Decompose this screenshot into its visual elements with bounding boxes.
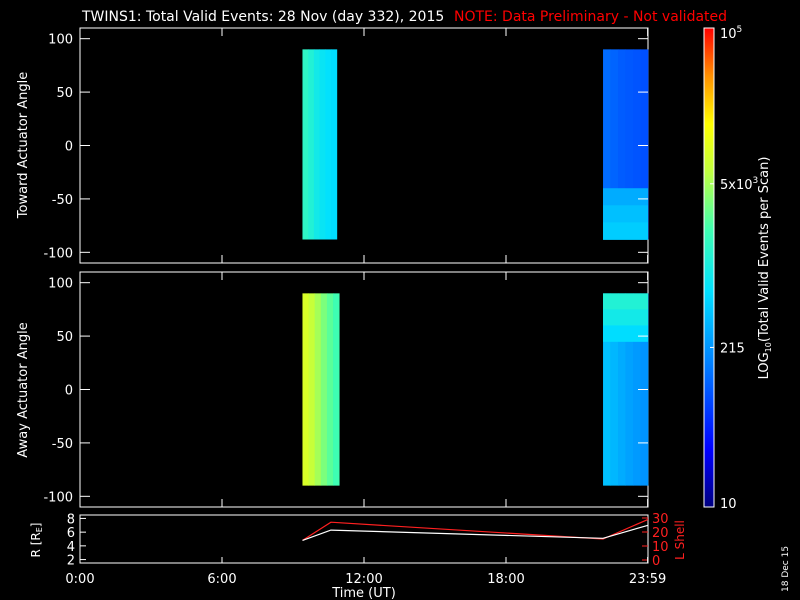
away-ytick-label: 100 xyxy=(48,277,73,292)
toward-block2-column-1 xyxy=(603,49,611,240)
lshell-ytick-label: 30 xyxy=(652,512,669,527)
toward-ytick-label: -50 xyxy=(52,193,73,208)
toward-block2-low-band-1 xyxy=(603,188,648,206)
away-panel: -100 -50 0 50 100 Away Actuator Angle xyxy=(16,271,649,508)
away-ytick-label: -50 xyxy=(52,437,73,452)
away-block2-column-1 xyxy=(603,293,611,486)
r-ytick-label: 2 xyxy=(67,554,75,569)
lshell-ytick-label: 0 xyxy=(652,554,660,569)
toward-block2-column-4 xyxy=(625,49,634,240)
toward-ytick-label: 100 xyxy=(48,33,73,48)
toward-panel: -100 -50 0 50 100 Toward Actuator Angle xyxy=(16,27,649,264)
away-ytick-label: 50 xyxy=(56,330,73,345)
toward-block1-column-4 xyxy=(319,49,326,240)
colorbar-tick-label: 5x103 xyxy=(720,176,758,193)
toward-block1-column-6 xyxy=(331,49,338,240)
toward-ytick-label: 50 xyxy=(56,86,73,101)
lshell-axis-label: L Shell xyxy=(673,520,687,560)
colorbar-ticks: 10 215 5x103 105 xyxy=(710,25,758,512)
away-heatmap xyxy=(302,293,649,486)
lshell-series-line xyxy=(302,518,649,541)
away-block2-column-2 xyxy=(610,293,619,486)
toward-block1-column-5 xyxy=(325,49,332,240)
colorbar: 10 215 5x103 105 LOG10(Total Valid Events p… xyxy=(703,25,773,512)
away-block2-top-band-1 xyxy=(603,293,648,310)
r-ytick-label: 4 xyxy=(67,540,75,555)
toward-ytick-label: -100 xyxy=(43,246,73,261)
toward-block2-column-3 xyxy=(618,49,626,240)
toward-block2-low-band-3 xyxy=(603,222,648,240)
away-block1-column-2 xyxy=(308,293,316,486)
away-block2-column-4 xyxy=(625,293,634,486)
toward-y-axis-label: Toward Actuator Angle xyxy=(16,72,31,219)
toward-block2-column-5 xyxy=(633,49,641,240)
lshell-ytick-label: 20 xyxy=(652,526,669,541)
away-block2-top-band-2 xyxy=(603,309,648,326)
away-block1-column-3 xyxy=(314,293,322,486)
away-ytick-label: 0 xyxy=(65,384,73,399)
toward-block1-column-2 xyxy=(308,49,315,240)
away-block1-column-5 xyxy=(326,293,334,486)
away-block2-top-band-3 xyxy=(603,325,648,342)
preliminary-note: NOTE: Data Preliminary - Not validated xyxy=(454,9,727,25)
away-block2-column-3 xyxy=(618,293,626,486)
away-y-axis: -100 -50 0 50 100 xyxy=(43,272,649,507)
toward-heatmap xyxy=(302,49,649,240)
x-axis-label: Time (UT) xyxy=(331,586,396,600)
colorbar-gradient xyxy=(703,27,715,508)
r-ytick-label: 8 xyxy=(67,512,75,527)
time-axis: 0:00 6:00 12:00 18:00 23:59 xyxy=(65,557,666,587)
time-xtick-label: 18:00 xyxy=(487,572,524,587)
toward-plot-frame xyxy=(79,27,649,264)
time-xtick-label: 0:00 xyxy=(65,572,94,587)
date-stamp: 18 Dec 15 xyxy=(781,546,791,592)
toward-ytick-label: 0 xyxy=(65,140,73,155)
colorbar-tick-label: 215 xyxy=(720,341,745,356)
toward-block1-column-1 xyxy=(302,49,309,240)
colorbar-tick-label: 105 xyxy=(720,25,742,42)
r-axis-label: R [RE] xyxy=(29,523,44,558)
r-ytick-label: 6 xyxy=(67,526,75,541)
time-xtick-label: 6:00 xyxy=(207,572,236,587)
time-xtick-label: 12:00 xyxy=(345,572,382,587)
toward-block2-column-6 xyxy=(640,49,649,240)
away-block1-column-6 xyxy=(333,293,340,486)
away-ytick-label: -100 xyxy=(43,490,73,505)
time-xtick-label: 23:59 xyxy=(629,572,666,587)
toward-block1-column-3 xyxy=(313,49,321,240)
toward-block2-column-2 xyxy=(610,49,619,240)
away-y-axis-label: Away Actuator Angle xyxy=(16,322,31,457)
colorbar-tick-label: 10 xyxy=(720,497,737,512)
colorbar-label: LOG10(Total Valid Events per Scan) xyxy=(757,157,773,380)
away-block1-column-4 xyxy=(320,293,328,486)
r-series-line xyxy=(302,524,649,541)
away-plot-frame xyxy=(79,271,649,508)
lshell-ytick-label: 10 xyxy=(652,540,669,555)
away-block1-column-1 xyxy=(302,293,309,486)
away-block2-column-5 xyxy=(633,293,641,486)
chart-title: TWINS1: Total Valid Events: 28 Nov (day … xyxy=(81,9,444,25)
orbit-plot-frame xyxy=(79,514,649,564)
toward-y-axis: -100 -50 0 50 100 xyxy=(43,28,649,263)
toward-block2-low-band-2 xyxy=(603,205,648,223)
